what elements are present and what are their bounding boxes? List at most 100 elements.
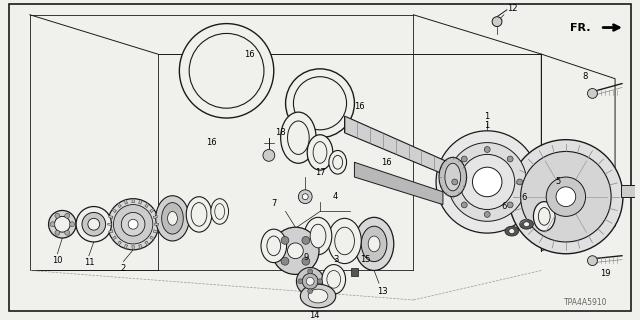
Polygon shape: [344, 116, 460, 181]
Ellipse shape: [362, 226, 387, 262]
Ellipse shape: [287, 121, 309, 155]
Circle shape: [108, 199, 159, 250]
Ellipse shape: [261, 229, 287, 263]
Polygon shape: [153, 216, 157, 219]
Ellipse shape: [329, 150, 346, 174]
Circle shape: [263, 149, 275, 161]
Circle shape: [70, 222, 75, 227]
Ellipse shape: [215, 204, 225, 219]
Circle shape: [272, 227, 319, 275]
Text: 2: 2: [121, 264, 126, 273]
Ellipse shape: [304, 217, 332, 255]
Ellipse shape: [368, 236, 380, 252]
Text: TPA4A5910: TPA4A5910: [564, 299, 607, 308]
Text: 1: 1: [484, 121, 490, 130]
Circle shape: [507, 156, 513, 162]
Text: 6: 6: [501, 202, 507, 211]
Circle shape: [179, 24, 274, 118]
Ellipse shape: [505, 226, 518, 236]
Ellipse shape: [533, 202, 555, 231]
Text: 16: 16: [381, 158, 392, 167]
Circle shape: [461, 202, 467, 208]
Circle shape: [298, 279, 303, 284]
Ellipse shape: [313, 142, 327, 163]
Circle shape: [65, 213, 70, 218]
Circle shape: [509, 140, 623, 254]
Text: 5: 5: [556, 178, 561, 187]
Polygon shape: [132, 246, 134, 250]
Circle shape: [308, 269, 312, 274]
Circle shape: [308, 289, 312, 293]
Circle shape: [556, 187, 576, 206]
Ellipse shape: [310, 224, 326, 248]
Ellipse shape: [445, 163, 461, 191]
Text: 15: 15: [360, 255, 371, 264]
Circle shape: [461, 156, 467, 162]
Circle shape: [281, 257, 289, 265]
Text: FR.: FR.: [570, 22, 591, 33]
Ellipse shape: [156, 196, 189, 241]
Circle shape: [302, 236, 310, 244]
Text: 13: 13: [377, 287, 387, 296]
Circle shape: [302, 194, 308, 200]
Circle shape: [546, 177, 586, 216]
Circle shape: [88, 218, 100, 230]
Text: 9: 9: [303, 253, 309, 262]
Circle shape: [296, 268, 324, 295]
Circle shape: [452, 179, 458, 185]
Polygon shape: [355, 162, 443, 204]
Circle shape: [55, 230, 60, 235]
Ellipse shape: [335, 227, 355, 255]
Polygon shape: [155, 223, 159, 226]
Circle shape: [317, 279, 323, 284]
Text: 16: 16: [207, 138, 217, 147]
Circle shape: [484, 147, 490, 152]
Polygon shape: [108, 223, 111, 226]
Ellipse shape: [300, 284, 336, 308]
Ellipse shape: [168, 212, 177, 225]
Text: 8: 8: [583, 72, 588, 81]
Ellipse shape: [439, 157, 467, 197]
Text: 16: 16: [244, 50, 255, 59]
Circle shape: [302, 273, 318, 289]
Polygon shape: [112, 236, 116, 240]
Text: 17: 17: [315, 168, 325, 177]
Bar: [351, 268, 358, 276]
Polygon shape: [139, 200, 141, 204]
Polygon shape: [150, 236, 154, 240]
Ellipse shape: [191, 203, 207, 226]
Ellipse shape: [538, 208, 550, 225]
Circle shape: [472, 167, 502, 197]
Polygon shape: [145, 203, 148, 208]
Circle shape: [285, 69, 355, 138]
Circle shape: [189, 34, 264, 108]
Text: 4: 4: [332, 192, 337, 201]
Text: 3: 3: [333, 255, 339, 264]
Circle shape: [302, 257, 310, 265]
Circle shape: [588, 256, 597, 266]
Text: 18: 18: [275, 128, 286, 137]
Circle shape: [448, 143, 527, 221]
Ellipse shape: [355, 217, 394, 270]
Circle shape: [65, 230, 70, 235]
Circle shape: [82, 212, 106, 236]
Text: 19: 19: [600, 269, 611, 278]
Circle shape: [507, 202, 513, 208]
Polygon shape: [145, 241, 148, 245]
Circle shape: [436, 131, 538, 233]
Ellipse shape: [162, 203, 183, 234]
Polygon shape: [132, 199, 134, 203]
Text: 11: 11: [84, 258, 94, 267]
Ellipse shape: [211, 199, 228, 224]
Polygon shape: [153, 230, 157, 233]
Circle shape: [55, 213, 60, 218]
Text: 10: 10: [52, 256, 63, 265]
Ellipse shape: [333, 156, 342, 169]
Circle shape: [49, 211, 76, 238]
Ellipse shape: [322, 265, 346, 294]
Ellipse shape: [186, 197, 212, 232]
Circle shape: [521, 151, 611, 242]
Circle shape: [128, 219, 138, 229]
Bar: [621, 185, 636, 197]
Ellipse shape: [520, 219, 533, 229]
